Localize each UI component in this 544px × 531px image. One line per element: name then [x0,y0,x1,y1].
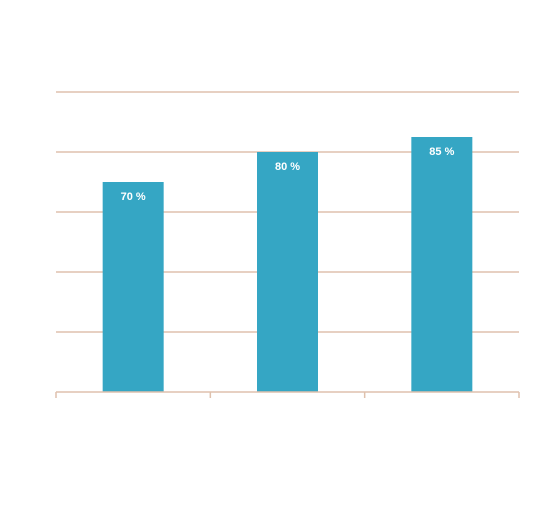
bar-3 [411,137,473,392]
bar-2 [257,152,318,392]
x-axis [55,391,520,398]
data-label-3: 85 % [429,146,454,158]
data-labels: 70 % 80 % 85 % [121,146,455,203]
bar-1 [102,182,164,392]
bars [102,137,473,392]
data-label-2: 80 % [275,161,300,173]
data-label-1: 70 % [121,191,146,203]
